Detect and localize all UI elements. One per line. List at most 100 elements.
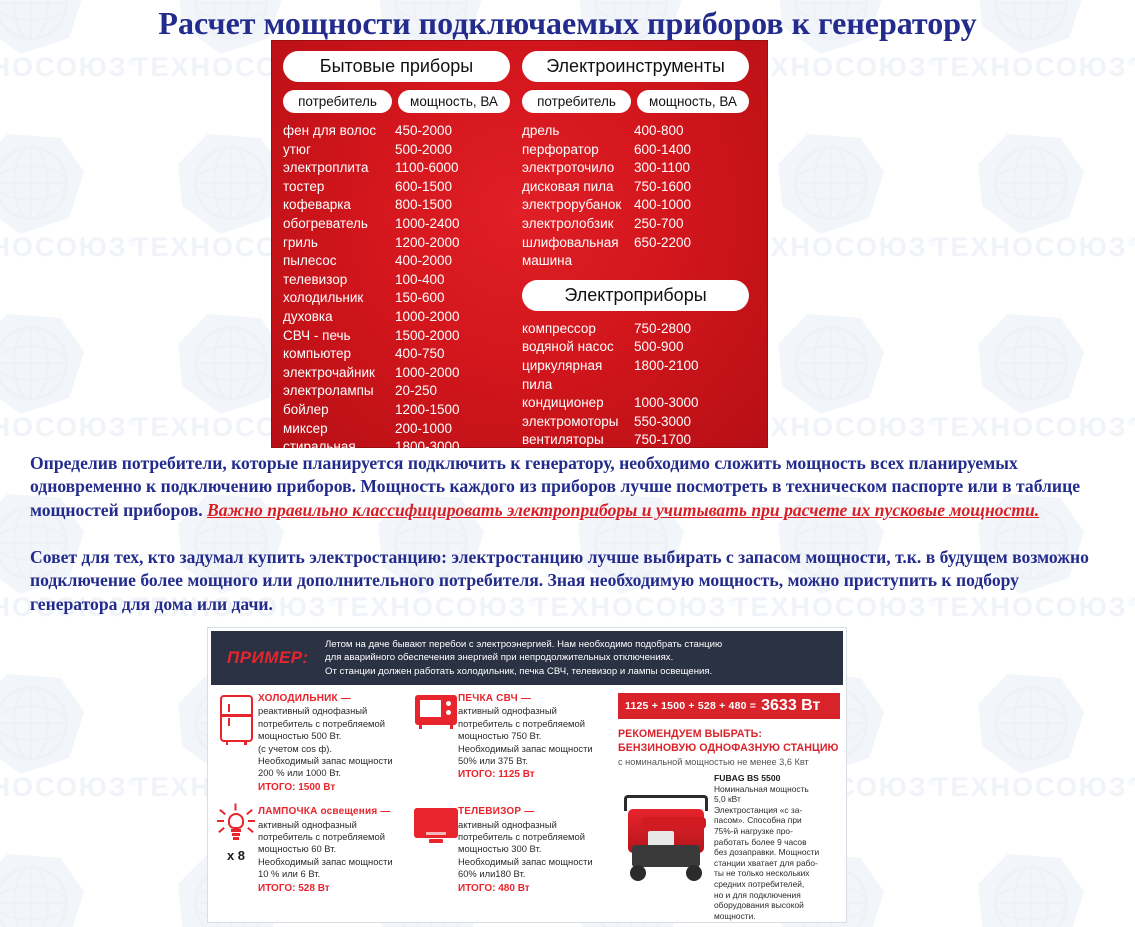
generator-spec-line: 5,0 кВт: [714, 794, 741, 805]
generator-image: [618, 773, 714, 903]
appliance-detail-line: потребитель с потребляемой: [258, 831, 385, 843]
page-title: Расчет мощности подключаемых приборов к …: [158, 5, 977, 41]
table-row: гриль 1200-2000: [283, 234, 510, 253]
rec-line-2: БЕНЗИНОВУЮ ОДНОФАЗНУЮ СТАНЦИЮ: [618, 741, 839, 754]
row-power: 500-2000: [395, 141, 453, 157]
row-power: 650-2200: [634, 234, 692, 250]
header-power: мощность, ВА: [398, 90, 510, 113]
row-consumer: насос высокого: [522, 469, 619, 485]
appliance-card-body: ЛАМПОЧКА освещения — активный однофазный п…: [258, 806, 393, 895]
table-row: машина: [283, 457, 510, 476]
row-power: 2000-2900: [634, 469, 699, 485]
table-row: бойлер 1200-1500: [283, 401, 510, 420]
total-power-bar: 1125 + 1500 + 528 + 480 = 3633 Вт: [618, 693, 840, 719]
table-row: насос высокого 2000-2900: [522, 469, 749, 488]
table-row: холодильник 150-600: [283, 289, 510, 308]
table-row: кондиционер 1000-3000: [522, 394, 749, 413]
table-column-tools: Электроинструменты потребитель мощность,…: [522, 51, 749, 506]
appliance-detail-line: потребитель с потребляемой: [458, 831, 585, 843]
generator-spec-line: пасом». Способна при: [714, 815, 802, 826]
row-consumer: компьютер: [283, 346, 352, 362]
table-row: стиральная 1800-3000: [283, 438, 510, 457]
header-power: мощность, ВА: [637, 90, 749, 113]
generator-engine: [632, 845, 700, 867]
row-power: 1000-2000: [395, 364, 460, 380]
row-power: 750-1700: [634, 432, 692, 448]
table-row: духовка 1000-2000: [283, 308, 510, 327]
row-consumer: бойлер: [283, 401, 329, 417]
row-power: 300-1100: [634, 160, 691, 176]
row-power: 1800-3000: [395, 439, 460, 455]
table-row: циркулярная пила 1800-2100: [522, 357, 749, 394]
table-row: пылесос 400-2000: [283, 252, 510, 271]
generator-spec-line: но и для подключения: [714, 889, 801, 900]
example-summary-area: 1125 + 1500 + 528 + 480 = 3633 Вт РЕКОМЕ…: [614, 693, 840, 921]
row-power: 600-1400: [634, 141, 692, 157]
example-banner: ПРИМЕР: Летом на даче бывают перебои с э…: [211, 631, 843, 685]
example-label: ПРИМЕР:: [227, 648, 309, 667]
paragraph-one-text: Определив потребители, которые планирует…: [30, 453, 1081, 520]
row-consumer: электролампы: [283, 383, 374, 399]
table-row: электрорубанок 400-1000: [522, 196, 749, 215]
generator-wheel-left: [630, 865, 646, 881]
sum-total: 3633 Вт: [761, 697, 821, 714]
table-rows-household: фен для волос 450-2000 утюг 500-2000 электро…: [283, 122, 510, 475]
row-power: 1200-1500: [395, 401, 460, 417]
row-consumer: электрочайник: [283, 364, 375, 380]
appliance-detail-line: мощностью 300 Вт.: [458, 843, 542, 855]
lightbulb-icon: [217, 803, 255, 844]
row-power: 1000-2400: [395, 215, 460, 231]
appliance-title: ТЕЛЕВИЗОР —: [458, 806, 535, 818]
row-consumer: машина: [522, 253, 573, 269]
generator-panel: [648, 831, 674, 847]
row-consumer: водяной насос: [522, 339, 614, 355]
appliance-detail-line: активный однофазный: [458, 705, 557, 717]
generator-spec-line: средних потребителей,: [714, 878, 805, 889]
generator-frame: [624, 795, 708, 811]
table-row: СВЧ - печь 1500-2000: [283, 327, 510, 346]
appliance-card-body: ТЕЛЕВИЗОР — активный однофазный потребител…: [458, 806, 593, 895]
banner-line-2: для аварийного обеспечения энергией при …: [325, 652, 674, 664]
row-consumer: дрель: [522, 123, 560, 138]
table-row: сенокосилка 750-2500: [522, 450, 749, 469]
example-cards-area: ХОЛОДИЛЬНИК — реактивный однофазный потреб…: [214, 693, 614, 921]
row-power: 100-400: [395, 271, 445, 287]
row-consumer: электроточило: [522, 160, 615, 176]
appliance-total: ИТОГО: 1125 Вт: [458, 769, 535, 781]
appliance-detail-line: активный однофазный: [458, 818, 557, 830]
appliance-detail-line: 200 % или 1000 Вт.: [258, 767, 341, 779]
appliance-card-body: ПЕЧКА СВЧ — активный однофазный потребител…: [458, 693, 593, 794]
paragraph-two: Совет для тех, кто задумал купить электр…: [30, 547, 1089, 614]
appliance-card: ПЕЧКА СВЧ — активный однофазный потребител…: [414, 693, 614, 794]
appliance-detail-line: потребитель с потребляемой: [258, 717, 385, 729]
row-power: 400-750: [395, 346, 445, 362]
appliance-icon-wrap: [214, 693, 258, 794]
column-heading-appliances: Электроприборы: [522, 279, 749, 311]
table-row: электроплита 1100-6000: [283, 159, 510, 178]
generator-model: FUBAG BS 5500: [714, 773, 781, 783]
generator-spec-line: оборудования высокой: [714, 900, 804, 911]
row-consumer: стиральная: [283, 439, 356, 455]
recommendation-block: РЕКОМЕНДУЕМ ВЫБРАТЬ: БЕНЗИНОВУЮ ОДНОФАЗН…: [618, 728, 840, 767]
table-row: телевизор 100-400: [283, 271, 510, 290]
header-consumer: потребитель: [283, 90, 392, 113]
appliance-card: ТЕЛЕВИЗОР — активный однофазный потребител…: [414, 806, 614, 895]
appliance-icon-wrap: [414, 693, 458, 794]
row-power: 450-2000: [395, 123, 453, 138]
generator-spec-text: FUBAG BS 5500 Номинальная мощность 5,0 кВ…: [714, 773, 819, 921]
appliance-icon-wrap: x 8: [214, 803, 258, 895]
column-subheaders-household: потребитель мощность, ВА: [283, 90, 510, 113]
appliance-detail-line: Необходимый запас мощности: [458, 855, 593, 867]
row-consumer: сенокосилка: [522, 450, 601, 466]
row-power: [634, 252, 749, 271]
row-power: 800-1500: [395, 197, 453, 213]
appliance-title: ХОЛОДИЛЬНИК —: [258, 693, 352, 704]
row-power: 1500-2000: [395, 327, 460, 343]
row-consumer: дисковая пила: [522, 178, 614, 194]
generator-spec-line: станции хватает для рабо-: [714, 857, 818, 868]
row-power: 400-2000: [395, 253, 453, 269]
row-power: 1800-2100: [634, 357, 699, 373]
appliance-card: ХОЛОДИЛЬНИК — реактивный однофазный потреб…: [214, 693, 414, 794]
row-power: 200-1000: [395, 420, 453, 436]
